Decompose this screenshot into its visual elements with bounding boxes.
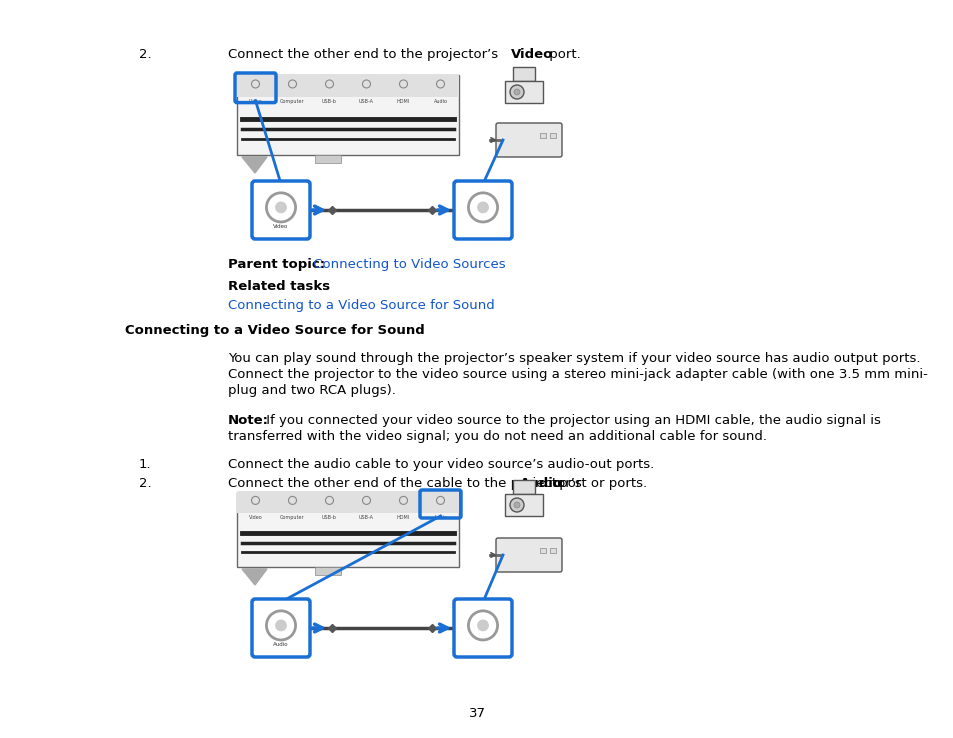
FancyBboxPatch shape [454, 599, 512, 657]
Text: Related tasks: Related tasks [228, 280, 330, 293]
Text: Connect the other end of the cable to the projector’s: Connect the other end of the cable to th… [228, 477, 585, 490]
Text: transferred with the video signal; you do not need an additional cable for sound: transferred with the video signal; you d… [228, 430, 766, 443]
Text: Audio: Audio [519, 477, 562, 490]
Text: You can play sound through the projector’s speaker system if your video source h: You can play sound through the projector… [228, 352, 920, 365]
FancyBboxPatch shape [252, 599, 310, 657]
Circle shape [275, 620, 286, 630]
Bar [513, 67, 535, 81]
Circle shape [514, 89, 519, 95]
Text: If you connected your video source to the projector using an HDMI cable, the aud: If you connected your video source to th… [262, 414, 880, 427]
Bar [550, 548, 556, 553]
Circle shape [477, 620, 488, 630]
Text: Connect the other end to the projector’s: Connect the other end to the projector’s [228, 48, 502, 61]
Bar [236, 492, 458, 513]
Bar [539, 133, 545, 138]
Text: Computer: Computer [280, 100, 305, 104]
Text: Note:: Note: [228, 414, 269, 427]
Bar [504, 494, 542, 516]
Circle shape [477, 202, 488, 213]
Circle shape [514, 502, 519, 508]
Text: 2.: 2. [139, 477, 152, 490]
Text: Connecting to a Video Source for Sound: Connecting to a Video Source for Sound [228, 299, 495, 312]
Bar [539, 548, 545, 553]
Text: port or ports.: port or ports. [555, 477, 646, 490]
Text: 37: 37 [468, 707, 485, 720]
Circle shape [510, 498, 523, 512]
Text: 1.: 1. [139, 458, 152, 471]
Text: Parent topic:: Parent topic: [228, 258, 325, 271]
Text: plug and two RCA plugs).: plug and two RCA plugs). [228, 384, 395, 397]
Circle shape [275, 202, 286, 213]
Text: Video: Video [273, 224, 289, 230]
Text: USB-b: USB-b [322, 100, 336, 104]
Text: Audio: Audio [433, 100, 447, 104]
Bar [513, 480, 535, 494]
FancyBboxPatch shape [496, 538, 561, 572]
Text: USB-A: USB-A [358, 100, 374, 104]
Text: 2.: 2. [139, 48, 152, 61]
Bar [236, 75, 458, 155]
FancyBboxPatch shape [496, 123, 561, 157]
Text: Video: Video [249, 515, 262, 520]
Bar [314, 155, 341, 163]
Text: USB-b: USB-b [322, 515, 336, 520]
Text: Connect the projector to the video source using a stereo mini-jack adapter cable: Connect the projector to the video sourc… [228, 368, 927, 381]
Bar [236, 75, 458, 97]
Text: Connect the audio cable to your video source’s audio-out ports.: Connect the audio cable to your video so… [228, 458, 654, 471]
Text: Video: Video [511, 48, 553, 61]
Circle shape [510, 85, 523, 99]
Text: Audio: Audio [433, 515, 447, 520]
Polygon shape [242, 157, 267, 173]
Bar [314, 567, 341, 575]
FancyBboxPatch shape [454, 181, 512, 239]
Text: Connecting to a Video Source for Sound: Connecting to a Video Source for Sound [125, 324, 424, 337]
FancyBboxPatch shape [252, 181, 310, 239]
Bar [236, 492, 458, 567]
Bar [550, 133, 556, 138]
Bar [504, 81, 542, 103]
Text: USB-A: USB-A [358, 515, 374, 520]
Text: port.: port. [544, 48, 580, 61]
Text: Video: Video [249, 100, 262, 104]
Text: Computer: Computer [280, 515, 305, 520]
Text: Audio: Audio [273, 642, 289, 647]
Text: HDMI: HDMI [396, 100, 410, 104]
Text: Connecting to Video Sources: Connecting to Video Sources [309, 258, 505, 271]
Text: HDMI: HDMI [396, 515, 410, 520]
Polygon shape [242, 569, 267, 585]
